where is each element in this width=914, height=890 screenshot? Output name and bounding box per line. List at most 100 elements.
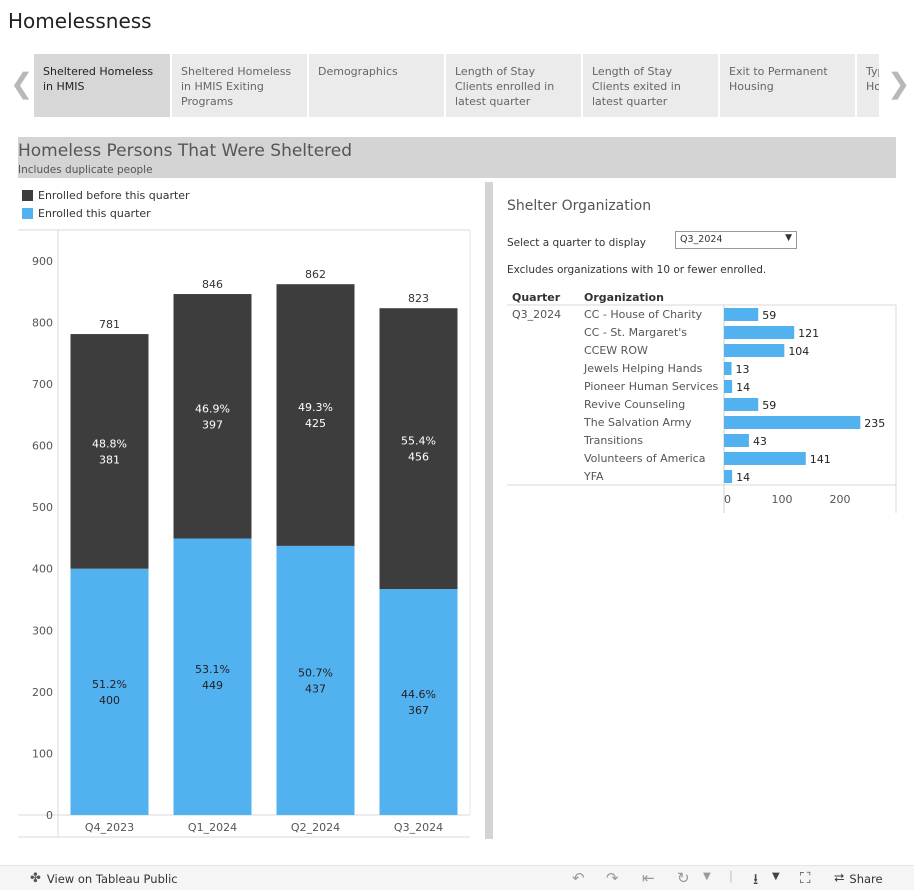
organization-value-label: 59 bbox=[762, 399, 776, 412]
refresh-dropdown-icon[interactable]: ▼ bbox=[703, 871, 711, 882]
section-header: Homeless Persons That Were Sheltered Inc… bbox=[18, 137, 896, 178]
data-label-value: 400 bbox=[99, 694, 120, 707]
y-tick-label: 100 bbox=[32, 747, 53, 760]
organization-value-label: 235 bbox=[864, 417, 885, 430]
y-tick-label: 500 bbox=[32, 501, 53, 514]
tab-label: Exit to Permanent Housing bbox=[729, 65, 828, 93]
organization-label: The Salvation Army bbox=[583, 416, 692, 429]
data-label-percent: 50.7% bbox=[298, 666, 333, 679]
tab-type-of-housing[interactable]: Type of Housing bbox=[857, 54, 879, 117]
download-dropdown-icon[interactable]: ▼ bbox=[772, 871, 780, 882]
redo-icon[interactable]: ↷ bbox=[606, 869, 619, 887]
organization-value-label: 43 bbox=[753, 435, 767, 448]
refresh-icon[interactable]: ↻ bbox=[677, 869, 690, 887]
y-tick-label: 800 bbox=[32, 316, 53, 329]
tab-label: Sheltered Homeless in HMIS bbox=[43, 65, 154, 93]
revert-icon[interactable]: ⇤ bbox=[642, 869, 655, 887]
org-panel-title: Shelter Organization bbox=[507, 198, 652, 214]
quarter-cell: Q3_2024 bbox=[512, 308, 561, 321]
organization-bar bbox=[724, 398, 759, 411]
y-tick-label: 300 bbox=[32, 624, 53, 637]
x-tick-label: Q2_2024 bbox=[291, 821, 340, 834]
organization-label: CCEW ROW bbox=[584, 344, 648, 357]
organization-label: CC - St. Margaret's bbox=[584, 326, 687, 339]
organization-value-label: 141 bbox=[810, 453, 831, 466]
y-tick-label: 400 bbox=[32, 563, 53, 576]
fullscreen-icon[interactable]: ⛶ bbox=[800, 869, 811, 887]
view-on-tableau-label: View on Tableau Public bbox=[46, 871, 178, 886]
org-x-tick-label: 100 bbox=[772, 493, 793, 506]
organization-label: Jewels Helping Hands bbox=[583, 362, 703, 375]
bar-total-label: 862 bbox=[305, 268, 326, 281]
tab-label: Length of Stay Clients exited in latest … bbox=[592, 65, 681, 108]
chevron-down-icon: ▼ bbox=[785, 233, 792, 243]
legend-item-before[interactable]: Enrolled before this quarter bbox=[22, 189, 190, 202]
organization-bar bbox=[724, 416, 861, 429]
x-tick-label: Q1_2024 bbox=[188, 821, 237, 834]
bar-enrolled-this-quarter bbox=[276, 545, 355, 815]
column-header-quarter: Quarter bbox=[512, 291, 561, 304]
organization-value-label: 14 bbox=[736, 471, 750, 484]
tab-strip: Sheltered Homeless in HMIS Sheltered Hom… bbox=[34, 54, 879, 117]
organization-bar bbox=[724, 326, 795, 339]
bar-enrolled-before-quarter bbox=[379, 308, 458, 590]
data-label-value: 381 bbox=[99, 453, 120, 466]
y-tick-label: 700 bbox=[32, 378, 53, 391]
tabs-scroll-right-icon[interactable]: ❯ bbox=[887, 67, 911, 100]
bar-enrolled-this-quarter bbox=[70, 568, 149, 815]
organization-label: CC - House of Charity bbox=[584, 308, 703, 321]
section-title: Homeless Persons That Were Sheltered bbox=[18, 141, 353, 161]
organization-label: Volunteers of America bbox=[584, 452, 705, 465]
organization-bar bbox=[724, 308, 759, 321]
panel-divider[interactable] bbox=[485, 182, 493, 839]
tab-length-of-stay-enrolled[interactable]: Length of Stay Clients enrolled in lates… bbox=[446, 54, 581, 117]
organization-label: Pioneer Human Services bbox=[584, 380, 719, 393]
quarter-select[interactable]: Q3_2024 ▼ bbox=[675, 231, 797, 249]
share-icon: ⮂ bbox=[834, 871, 845, 886]
tab-label: Type of Housing bbox=[866, 65, 879, 93]
bar-enrolled-before-quarter bbox=[173, 294, 252, 539]
tab-sheltered-homeless[interactable]: Sheltered Homeless in HMIS bbox=[34, 54, 170, 117]
view-on-tableau-button[interactable]: ✤ View on Tableau Public bbox=[30, 871, 178, 886]
organization-label: Transitions bbox=[583, 434, 643, 447]
tab-exiting-programs[interactable]: Sheltered Homeless in HMIS Exiting Progr… bbox=[172, 54, 307, 117]
organization-value-label: 14 bbox=[736, 381, 750, 394]
bar-enrolled-this-quarter bbox=[379, 589, 458, 815]
data-label-percent: 53.1% bbox=[195, 663, 230, 676]
bar-total-label: 823 bbox=[408, 292, 429, 305]
data-label-percent: 55.4% bbox=[401, 435, 436, 448]
share-button[interactable]: ⮂ Share bbox=[834, 871, 883, 886]
org-x-tick-label: 200 bbox=[830, 493, 851, 506]
bar-total-label: 781 bbox=[99, 318, 120, 331]
organization-bar bbox=[724, 344, 785, 357]
bar-enrolled-before-quarter bbox=[276, 284, 355, 546]
tab-label: Demographics bbox=[318, 65, 398, 78]
tab-exit-permanent-housing[interactable]: Exit to Permanent Housing bbox=[720, 54, 855, 117]
y-tick-label: 200 bbox=[32, 686, 53, 699]
data-label-percent: 49.3% bbox=[298, 401, 333, 414]
sheltered-stacked-bar-chart: 0 100 200 300 400 500 600 700 800 900 51.2% 400 48.8… bbox=[18, 229, 471, 838]
share-label: Share bbox=[849, 871, 883, 886]
org-x-tick-label: 0 bbox=[724, 493, 731, 506]
data-label-value: 425 bbox=[305, 417, 326, 430]
organization-value-label: 104 bbox=[788, 345, 809, 358]
tableau-toolbar: ✤ View on Tableau Public ↶ ↷ ⇤ ↻ ▼ | ⭳ ▼… bbox=[0, 865, 914, 890]
organization-bar bbox=[724, 362, 732, 375]
tab-length-of-stay-exited[interactable]: Length of Stay Clients exited in latest … bbox=[583, 54, 718, 117]
data-label-value: 456 bbox=[408, 451, 429, 464]
download-icon[interactable]: ⭳ bbox=[753, 870, 759, 888]
tab-demographics[interactable]: Demographics bbox=[309, 54, 444, 117]
organization-bar bbox=[724, 470, 733, 483]
organization-label: YFA bbox=[583, 470, 604, 483]
legend-label: Enrolled this quarter bbox=[38, 207, 151, 220]
app-title: Homelessness bbox=[8, 9, 152, 33]
data-label-percent: 44.6% bbox=[401, 688, 436, 701]
organization-bar bbox=[724, 380, 733, 393]
data-label-value: 437 bbox=[305, 682, 326, 695]
organization-value-label: 59 bbox=[762, 309, 776, 322]
organization-bar bbox=[724, 452, 806, 465]
undo-icon[interactable]: ↶ bbox=[572, 869, 585, 887]
legend-item-this-quarter[interactable]: Enrolled this quarter bbox=[22, 207, 151, 220]
tabs-scroll-left-icon[interactable]: ❮ bbox=[10, 67, 34, 100]
data-label-value: 449 bbox=[202, 679, 223, 692]
